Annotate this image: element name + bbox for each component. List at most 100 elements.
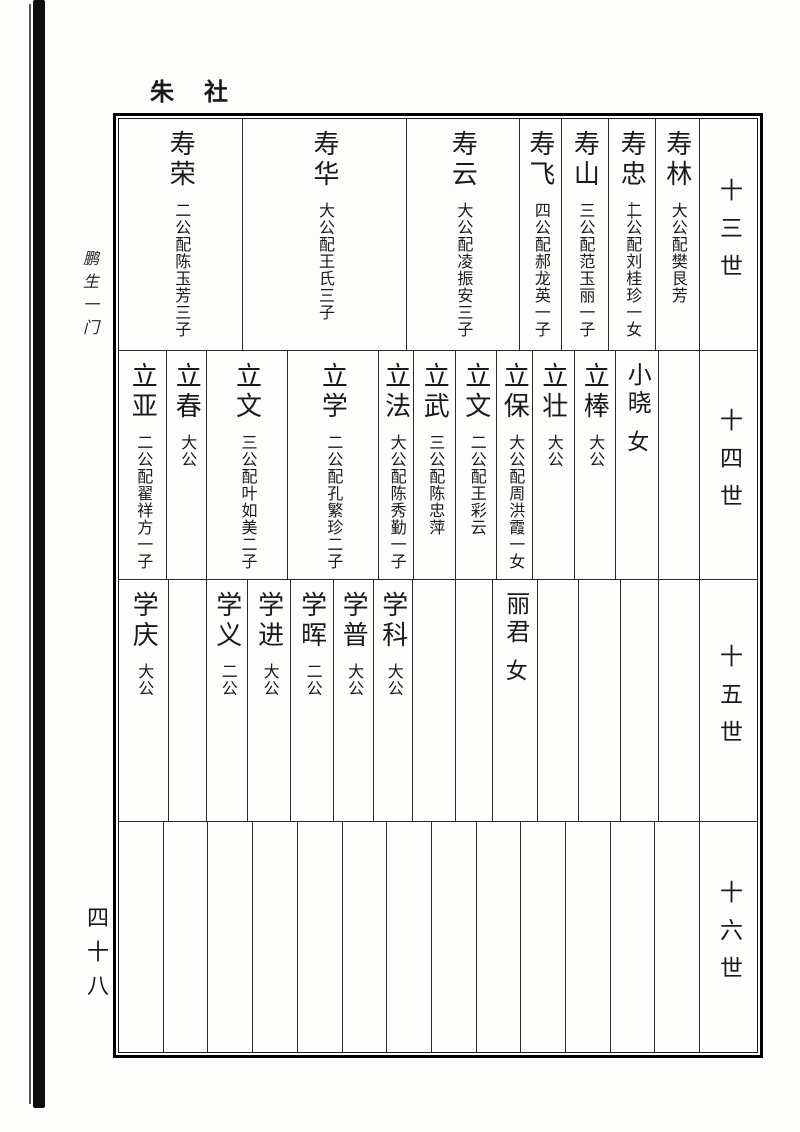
person-cell: 立法大公配陈秀勤一子	[377, 351, 414, 579]
vertical-text: 寿林大公配樊艮芳	[659, 130, 696, 350]
vertical-text: 立壮大公	[535, 362, 572, 579]
generation-label-column: 十三世	[699, 119, 757, 350]
person-name: 寿荣	[166, 130, 196, 190]
page-number: 四十八	[84, 906, 109, 1008]
person-name: 学普	[339, 591, 369, 651]
genealogy-table-grid: 寿林大公配樊艮芳 寿忠二公配刘桂珍一女 寿山三公配范玉丽一子 寿飞四公配郝龙英一子 寿云…	[118, 118, 758, 1053]
person-name: 学科	[378, 591, 408, 651]
person-name: 小晓	[623, 362, 650, 418]
person-cell: 寿华大公配王氏三子	[242, 119, 405, 350]
row-cells: 寿林大公配樊艮芳 寿忠二公配刘桂珍一女 寿山三公配范玉丽一子 寿飞四公配郝龙英一子 寿云…	[119, 119, 699, 350]
vertical-text	[260, 833, 290, 1052]
row-cells: 丽君女 学科大公 学普大公 学晖二公 学进大公 学义二公 学庆大公	[119, 580, 699, 821]
vertical-text	[439, 833, 469, 1052]
person-name: 立亚	[128, 362, 158, 422]
branch-label: 鹏生一门	[80, 250, 97, 342]
vertical-text: 寿飞四公配郝龙英一子	[522, 130, 559, 350]
person-cell: 学科大公	[372, 580, 413, 821]
person-detail: 大公配王氏三子	[316, 202, 333, 321]
vertical-text: 立文二公配王彩云	[458, 362, 495, 579]
person-detail: 三公配陈忠萍	[426, 434, 444, 536]
person-name: 丽君	[501, 591, 528, 647]
person-detail: 二公	[218, 663, 236, 697]
person-name: 立武	[420, 362, 450, 422]
person-cell: 立学二公配孔繁珍二子	[286, 351, 378, 579]
person-detail: 四公配郝龙英一子	[531, 202, 549, 338]
person-detail: 二公	[303, 663, 321, 697]
generation-row: 丽君女 学科大公 学普大公 学晖二公 学进大公 学义二公 学庆大公 十五世	[119, 579, 757, 821]
person-cell: 立武三公配陈忠萍	[413, 351, 455, 579]
vertical-text: 寿云大公配凌振安三子	[444, 130, 481, 350]
vertical-text	[126, 833, 156, 1052]
vertical-text: 学晖二公	[294, 591, 331, 821]
vertical-text: 学义二公	[209, 591, 246, 821]
person-name: 学庆	[129, 591, 159, 651]
person-detail: 二公配刘桂珍一女	[623, 202, 640, 338]
person-detail: 大公配陈秀勤一子	[387, 434, 405, 570]
person-name: 寿华	[310, 130, 339, 190]
generation-row: 寿林大公配樊艮芳 寿忠二公配刘桂珍一女 寿山三公配范玉丽一子 寿飞四公配郝龙英一子 寿云…	[119, 119, 757, 350]
vertical-text	[573, 833, 603, 1052]
vertical-text	[664, 591, 694, 821]
generation-row: 小晓女 立棒大公 立壮大公 立保大公配周洪霞一女 立文二公配王彩云 立武三公配陈忠萍 立法大…	[119, 350, 757, 579]
empty-cell	[162, 822, 208, 1052]
person-cell: 寿荣二公配陈玉芳三子	[119, 119, 242, 350]
vertical-text: 立春大公	[168, 362, 205, 579]
vertical-text: 学普大公	[335, 591, 372, 821]
empty-cell	[119, 822, 163, 1052]
empty-cell	[578, 580, 620, 821]
person-cell: 丽君女	[492, 580, 536, 821]
person-cell: 寿云大公配凌振安三子	[405, 119, 520, 350]
person-cell: 立春大公	[166, 351, 206, 579]
person-detail: 二公配翟祥方一子	[134, 434, 152, 570]
page-header: 朱 社	[150, 80, 240, 106]
person-name: 立保	[500, 362, 530, 422]
empty-cell	[657, 351, 700, 579]
person-cell: 立棒大公	[573, 351, 616, 579]
generation-label: 十五世	[716, 643, 742, 758]
vertical-text	[617, 833, 647, 1052]
vertical-text	[419, 591, 449, 821]
person-cell: 立壮大公	[532, 351, 574, 579]
person-name: 学晖	[297, 591, 327, 651]
person-cell: 立保大公配周洪霞一女	[496, 351, 532, 579]
person-detail: 二公配陈玉芳三子	[172, 202, 190, 338]
vertical-text: 小晓女	[619, 362, 654, 579]
vertical-text: 学科大公	[375, 591, 412, 821]
empty-cell	[430, 822, 476, 1052]
person-detail: 大公	[178, 434, 196, 468]
person-detail: 三公配叶如美二子	[238, 434, 256, 570]
person-detail: 大公	[345, 663, 363, 697]
person-cell: 小晓女	[615, 351, 657, 579]
empty-cell	[386, 822, 431, 1052]
vertical-text: 学庆大公	[125, 591, 162, 821]
vertical-text	[215, 833, 245, 1052]
vertical-text: 立法大公配陈秀勤一子	[379, 362, 414, 579]
person-detail: 二公配王彩云	[467, 434, 485, 536]
empty-cell	[536, 580, 579, 821]
person-name: 立法	[381, 362, 411, 422]
person-name: 寿云	[448, 130, 478, 190]
vertical-text	[543, 591, 573, 821]
row-cells	[119, 822, 699, 1052]
person-detail: 大公配周洪霞一女	[506, 434, 524, 570]
person-name: 立学	[318, 362, 348, 422]
vertical-text	[305, 833, 335, 1052]
person-cell: 学义二公	[205, 580, 248, 821]
book-spine-shadow	[33, 0, 45, 1108]
person-name: 立文	[232, 362, 262, 422]
empty-cell	[412, 580, 454, 821]
person-cell: 寿山三公配范玉丽一子	[560, 119, 608, 350]
person-cell: 立文二公配王彩云	[454, 351, 497, 579]
generation-label-column: 十六世	[699, 822, 757, 1052]
person-cell: 学进大公	[247, 580, 289, 821]
person-name: 立文	[461, 362, 491, 422]
empty-cell	[520, 822, 565, 1052]
person-cell: 寿飞四公配郝龙英一子	[519, 119, 561, 350]
genealogy-table: 寿林大公配樊艮芳 寿忠二公配刘桂珍一女 寿山三公配范玉丽一子 寿飞四公配郝龙英一子 寿云…	[113, 113, 763, 1058]
person-name: 寿飞	[525, 130, 555, 190]
person-detail: 大公	[384, 663, 402, 697]
person-cell: 立亚二公配翟祥方一子	[119, 351, 166, 579]
empty-cell	[475, 822, 521, 1052]
person-name: 寿山	[570, 130, 600, 190]
